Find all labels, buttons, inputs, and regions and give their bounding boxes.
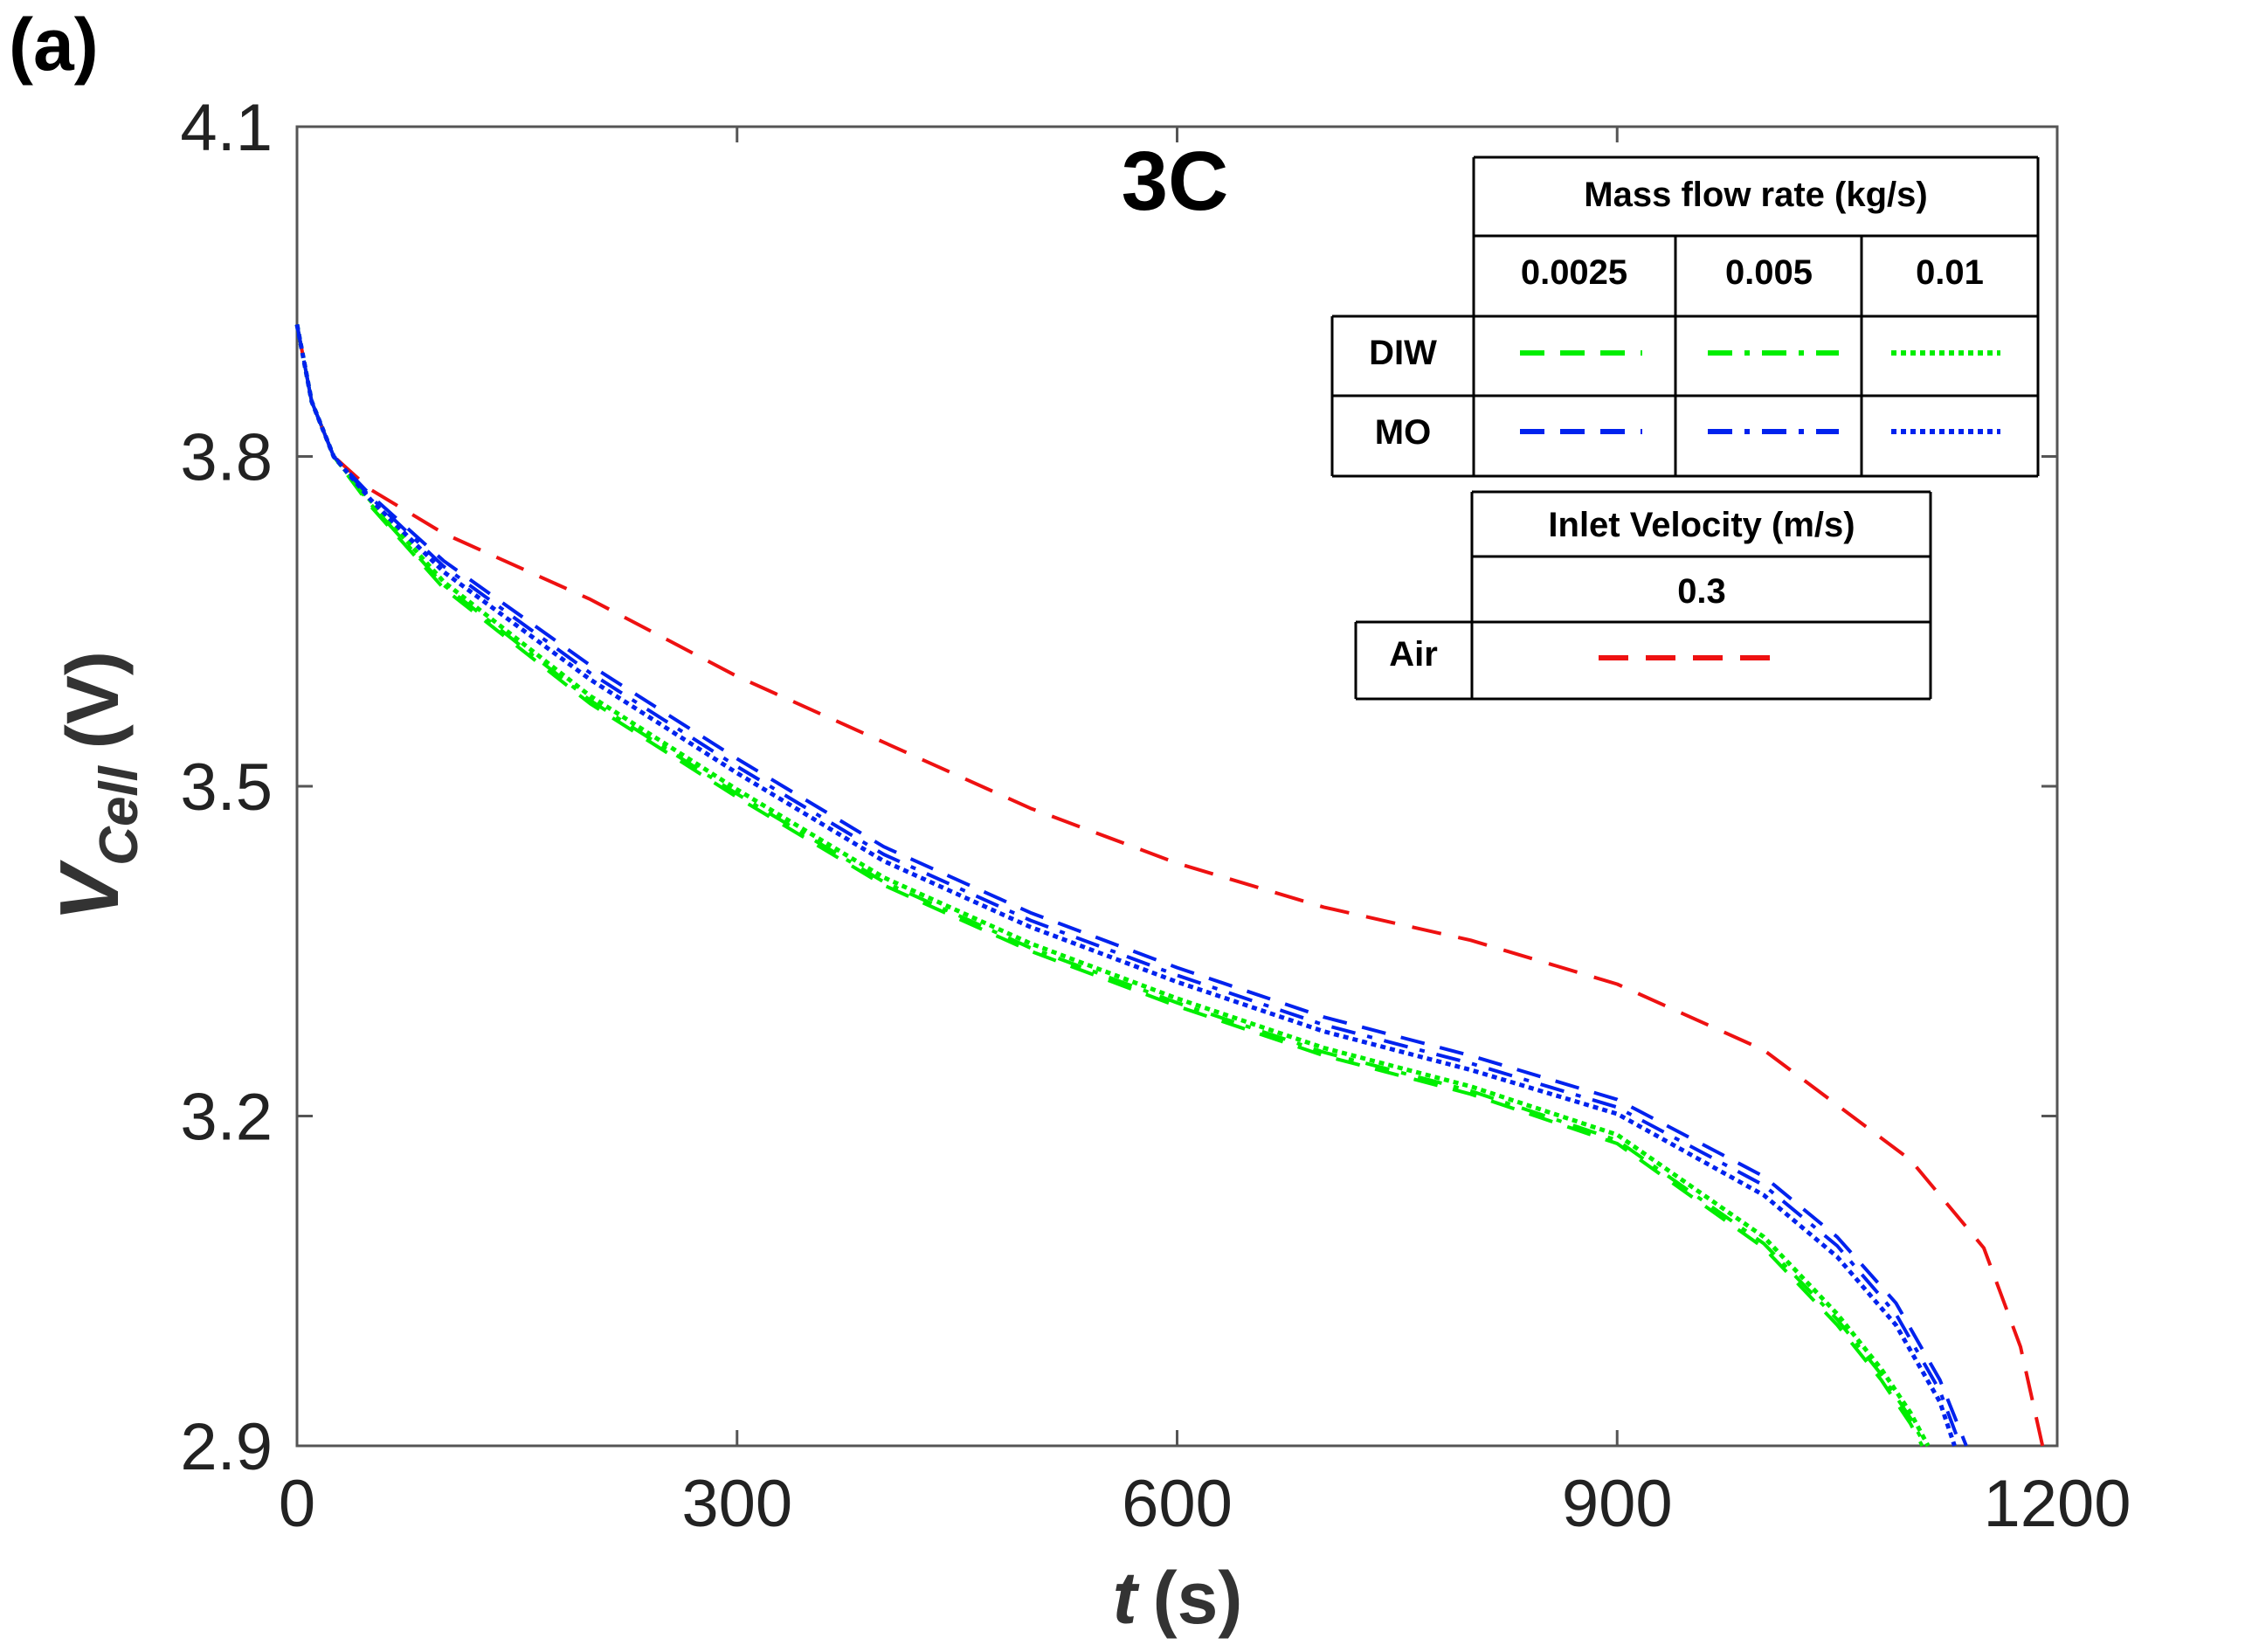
y-tick-label: 4.1 bbox=[180, 91, 273, 165]
y-axis-label: VCell (V) bbox=[43, 651, 149, 922]
x-axis-label: t (s) bbox=[1113, 1557, 1243, 1639]
inlet-col: 0.3 bbox=[1677, 572, 1726, 611]
legend-mass-flow-table: Mass flow rate (kg/s) 0.0025 0.005 0.01 … bbox=[1330, 156, 2040, 478]
mass-flow-col-1: 0.0025 bbox=[1521, 253, 1627, 292]
y-axis-label-var: V bbox=[43, 860, 136, 922]
y-tick-label: 3.8 bbox=[180, 421, 273, 495]
x-tick-label: 1200 bbox=[1983, 1467, 2131, 1541]
mass-flow-header: Mass flow rate (kg/s) bbox=[1584, 176, 1927, 214]
series-layer bbox=[294, 324, 2045, 1448]
x-tick-label: 0 bbox=[279, 1467, 315, 1541]
y-tick-label: 3.5 bbox=[180, 750, 273, 825]
legend-row-air: Air bbox=[1389, 635, 1438, 674]
series-line-mo-0.01 bbox=[294, 324, 1957, 1447]
y-tick-label: 2.9 bbox=[180, 1410, 273, 1484]
mass-flow-col-3: 0.01 bbox=[1916, 253, 1984, 292]
x-tick-label: 300 bbox=[681, 1467, 792, 1541]
inlet-header: Inlet Velocity (m/s) bbox=[1548, 506, 1855, 544]
y-tick-label: 3.2 bbox=[180, 1081, 273, 1155]
y-axis-label-sub: Cell bbox=[89, 764, 149, 865]
chart-title: 3C bbox=[1122, 135, 1229, 228]
mass-flow-col-2: 0.005 bbox=[1725, 253, 1813, 292]
legend-row-mo: MO bbox=[1375, 413, 1431, 452]
x-tick-label: 600 bbox=[1122, 1467, 1233, 1541]
axis-ticks: 0 300 600 900 1200 2.9 3.2 3.5 3.8 4.1 bbox=[180, 91, 2131, 1541]
y-axis-label-unit: (V) bbox=[52, 651, 134, 749]
x-tick-label: 900 bbox=[1562, 1467, 1673, 1541]
series-line-diw-0.005 bbox=[295, 324, 1927, 1447]
legend-inlet-table: Inlet Velocity (m/s) 0.3 Air bbox=[1354, 490, 1932, 702]
x-axis-label-unit: (s) bbox=[1153, 1557, 1243, 1639]
legend-row-diw: DIW bbox=[1369, 334, 1437, 372]
panel-label: (a) bbox=[9, 3, 99, 86]
x-axis-label-var: t bbox=[1113, 1557, 1140, 1639]
